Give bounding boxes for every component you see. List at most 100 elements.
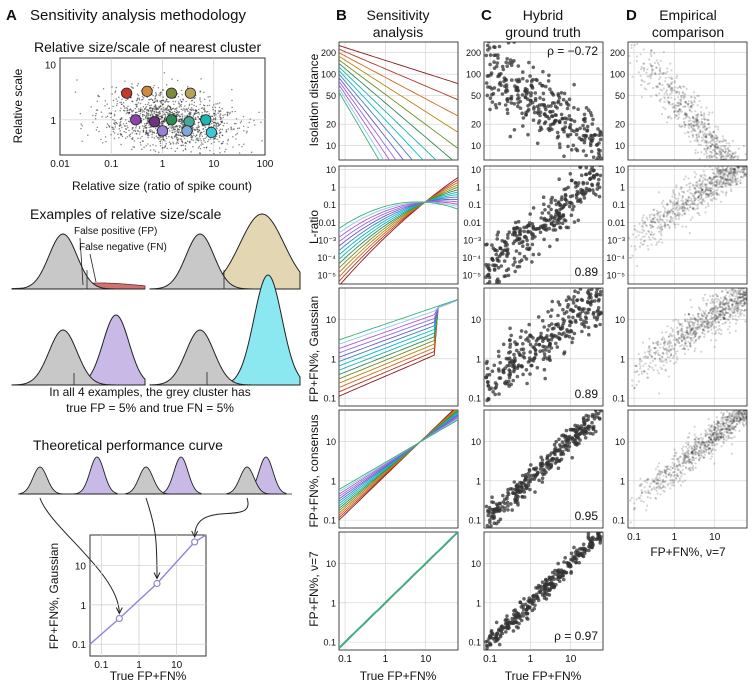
data-point [687,199,690,202]
scatter-point [141,135,143,138]
data-point [646,82,650,86]
data-point [700,151,703,154]
scatter-point [105,116,107,119]
data-point [737,160,739,162]
scatter-point [216,138,218,140]
data-point [501,626,506,630]
data-point [694,124,698,127]
data-point [737,152,739,154]
data-point [507,620,512,625]
subplot-content [484,532,603,650]
series-line [339,299,458,345]
scatter-point [106,123,109,125]
data-point [490,369,495,374]
y-tick-label: 1 [50,116,56,127]
data-point [516,101,520,105]
data-point [680,205,683,208]
data-point [741,171,744,174]
data-point [718,150,721,154]
data-point [567,563,572,568]
data-point [719,172,723,175]
data-point [542,596,547,600]
data-point [526,617,530,621]
scatter-point [208,124,210,126]
fp-pointer [79,237,84,286]
data-point [650,69,654,72]
data-point [576,290,580,295]
data-point [578,166,583,169]
data-point [708,126,711,129]
scatter-point [176,131,179,133]
scatter-point [161,116,164,118]
data-point [697,136,701,139]
scatter-point [120,107,122,109]
data-point [727,182,730,186]
data-point [707,122,710,126]
scatter-point [183,137,186,140]
data-point [703,136,706,139]
data-point [744,162,746,164]
data-point [742,164,744,166]
data-point [663,72,666,75]
scatter-point [114,126,117,128]
data-point [526,132,530,137]
scatter-point [233,128,235,130]
data-point [726,152,729,155]
data-point [585,124,590,129]
data-point [517,241,522,246]
data-point [591,310,596,315]
scatter-point [204,137,206,140]
data-point [705,134,708,137]
data-point [520,111,524,116]
scatter-point [190,111,192,114]
scatter-point [134,103,137,106]
scatter-point [160,136,162,139]
data-point [719,200,723,203]
series-line [339,45,458,85]
data-point [737,166,740,167]
data-point [557,221,562,225]
data-point [506,42,511,45]
data-point [506,487,510,492]
data-point [691,120,694,123]
data-point [597,297,601,302]
data-point [704,135,708,139]
data-point [683,206,686,209]
data-point [682,96,686,99]
data-point [681,202,684,205]
data-point [638,245,642,248]
data-point [549,200,553,205]
data-point [546,582,550,587]
scatter-point [124,137,127,139]
data-point [707,113,710,116]
data-point [653,71,657,74]
scatter-point [180,122,182,125]
data-point [534,339,539,343]
data-point [669,82,673,85]
data-point [555,130,560,135]
y-tick-label: 200 [466,48,481,58]
scatter-point [114,120,116,122]
data-point [712,130,715,133]
scatter-point [132,146,134,148]
data-point [662,213,666,216]
data-point [659,218,662,221]
scatter-point [115,98,117,100]
scatter-point [135,133,137,135]
data-point [666,67,669,70]
scatter-point [224,150,226,153]
data-point [741,161,743,163]
scatter-point [240,120,243,122]
data-point [499,264,504,268]
scatter-point [167,112,169,114]
data-point [515,374,520,379]
data-point [648,214,651,217]
data-point [730,181,733,184]
data-point [713,140,716,144]
data-point [722,137,725,140]
scatter-point [221,134,224,137]
scatter-point [184,115,186,117]
scatter-point [197,131,199,133]
data-point [664,76,668,79]
data-point [696,119,699,122]
